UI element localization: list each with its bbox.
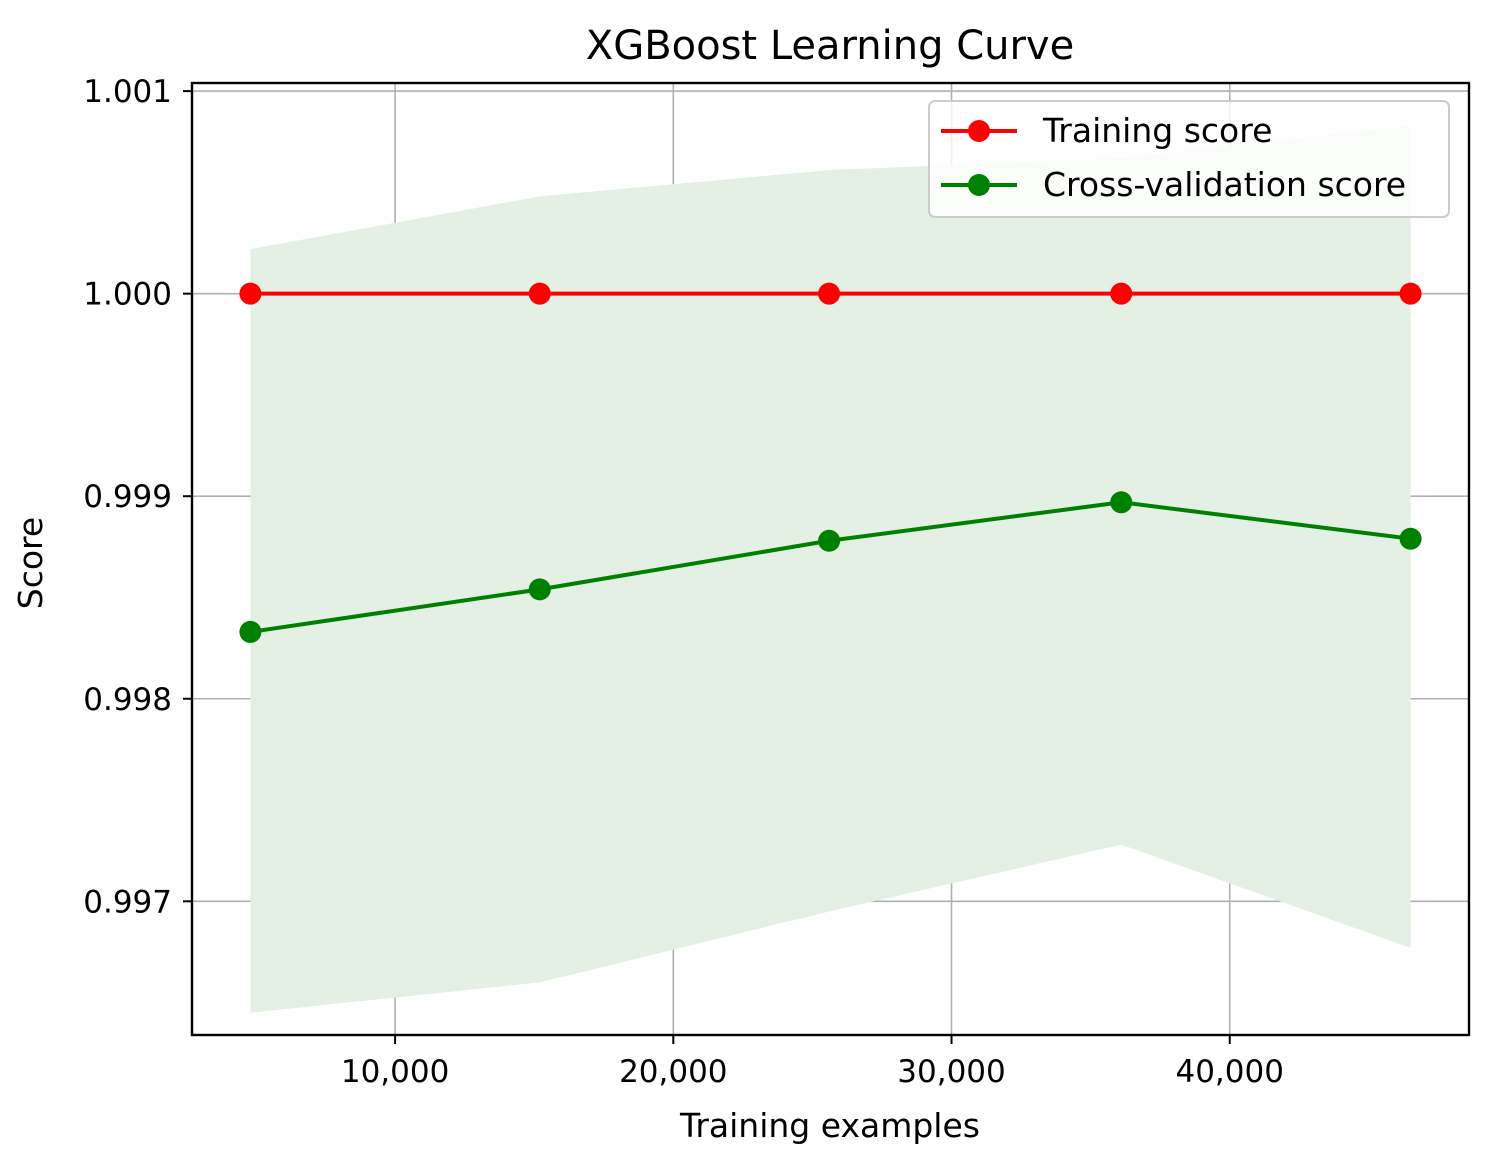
x-tick-label: 30,000 bbox=[897, 1054, 1005, 1090]
x-tick-label: 10,000 bbox=[341, 1054, 449, 1090]
legend: Training score Cross-validation score bbox=[928, 100, 1450, 218]
y-tick-label: 0.999 bbox=[83, 479, 172, 515]
y-tick-label: 0.998 bbox=[83, 682, 172, 718]
y-tick-label: 0.997 bbox=[83, 884, 172, 920]
legend-box bbox=[928, 100, 1450, 218]
plot-frame bbox=[190, 81, 1471, 1037]
series-0-point bbox=[818, 282, 841, 305]
legend-training-label: Training score bbox=[1042, 111, 1272, 150]
axes: 10,000 20,000 30,000 40,000 0.997 0.998 0.999 1… bbox=[83, 74, 1471, 1090]
series-0-point bbox=[1110, 282, 1133, 305]
series-1-point bbox=[528, 578, 551, 601]
legend-training-marker bbox=[968, 120, 990, 142]
y-tick-label: 1.000 bbox=[83, 277, 172, 313]
x-axis-label: Training examples bbox=[679, 1106, 980, 1145]
legend-cv-marker bbox=[968, 174, 990, 196]
x-tick-label: 20,000 bbox=[619, 1054, 727, 1090]
series-1-band bbox=[250, 125, 1411, 1013]
y-axis-label: Score bbox=[11, 517, 50, 609]
series-1-point bbox=[239, 620, 262, 643]
series-0-point bbox=[1399, 282, 1422, 305]
series-1-point bbox=[1399, 527, 1422, 550]
series-0-point bbox=[239, 282, 262, 305]
series-0-point bbox=[528, 282, 551, 305]
legend-cv-label: Cross-validation score bbox=[1043, 165, 1406, 204]
series-1-point bbox=[1110, 491, 1133, 514]
series-1-point bbox=[818, 529, 841, 552]
cv-confidence-band bbox=[250, 125, 1411, 1013]
chart-title: XGBoost Learning Curve bbox=[586, 23, 1074, 69]
series-markers bbox=[239, 282, 1422, 643]
y-tick-label: 1.001 bbox=[83, 74, 172, 110]
x-tick-label: 40,000 bbox=[1175, 1054, 1283, 1090]
